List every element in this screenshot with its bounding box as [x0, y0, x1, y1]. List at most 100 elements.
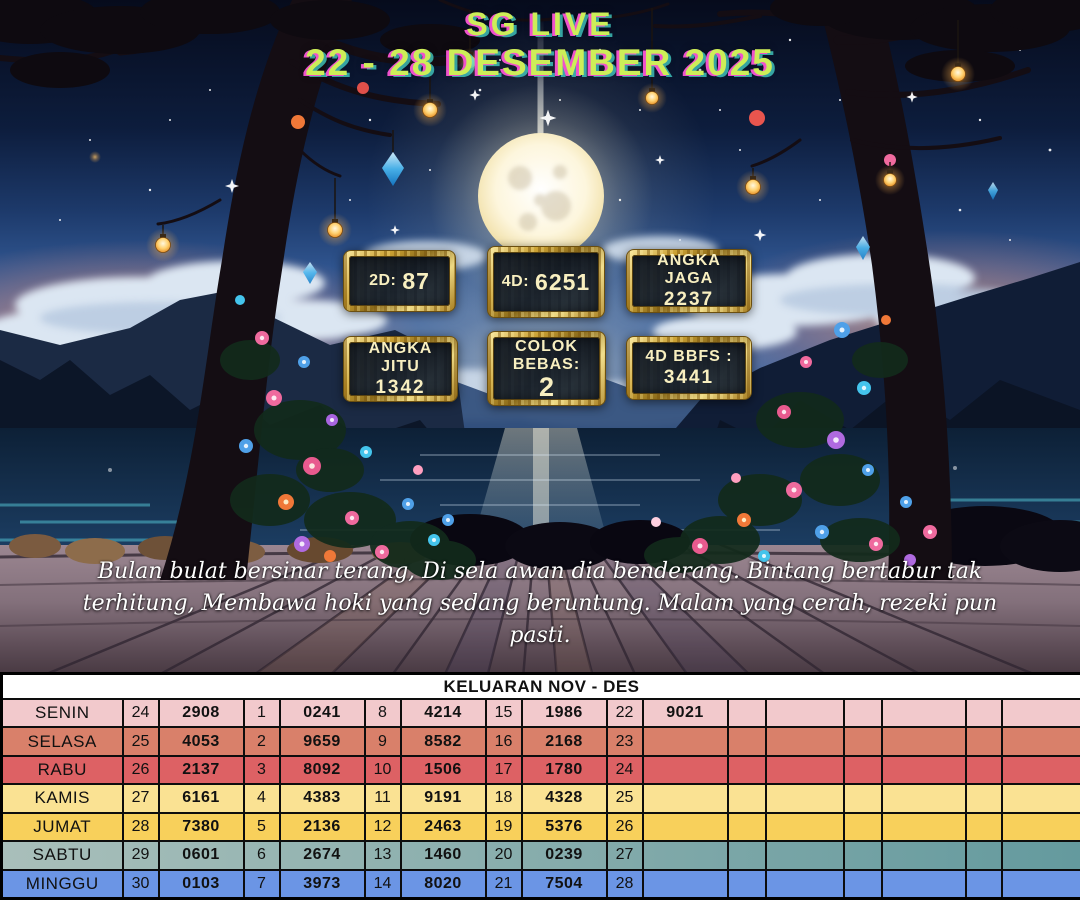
date-cell [964, 868, 1003, 900]
result-cell: 1986 [520, 697, 608, 729]
date-cell: 13 [363, 840, 402, 871]
date-cell: 9 [363, 726, 402, 757]
result-cell: 2908 [157, 697, 245, 729]
day-cell: SELASA [0, 726, 124, 757]
date-cell: 1 [242, 697, 281, 729]
result-cell [880, 868, 967, 900]
date-cell: 26 [121, 754, 160, 786]
result-cell [1000, 811, 1080, 843]
result-cell: 9021 [641, 697, 729, 729]
result-cell: 3973 [278, 868, 366, 900]
date-cell: 14 [363, 868, 402, 900]
keluaran-table-body: SENIN 24 2908 1 0241 8 4214 15 1986 22 9021 SELASA 2… [0, 697, 1080, 900]
prediction-4d-label: 4D: [501, 273, 530, 290]
angka-jitu-value: 1342 [375, 376, 426, 398]
page-title: SG LIVE [466, 6, 614, 42]
date-range: 22 - 28 DESEMBER 2025 [305, 41, 775, 83]
result-cell: 4383 [278, 783, 366, 814]
date-cell: 30 [121, 868, 160, 900]
hero-banner: SG LIVE 22 - 28 DESEMBER 2025 2D: 87 4D:… [0, 0, 1080, 672]
date-cell: 8 [363, 697, 402, 729]
result-cell [764, 811, 845, 843]
table-row-rabu: RABU 26 2137 3 8092 10 1506 17 1780 24 [0, 754, 1080, 786]
table-row-senin: SENIN 24 2908 1 0241 8 4214 15 1986 22 9021 [0, 697, 1080, 729]
result-cell: 9659 [278, 726, 366, 757]
result-cell: 8092 [278, 754, 366, 786]
date-cell [726, 840, 767, 871]
date-cell [964, 726, 1003, 757]
prediction-4d-bbfs: 4D BBFS : 3441 [626, 336, 752, 400]
prediction-2d-label: 2D: [369, 272, 397, 289]
day-cell: KAMIS [0, 783, 124, 814]
result-cell [641, 754, 729, 786]
date-cell: 21 [484, 868, 523, 900]
date-cell: 18 [484, 783, 523, 814]
result-cell [880, 754, 967, 786]
result-cell [641, 868, 729, 900]
angka-jaga-value: 2237 [663, 288, 715, 310]
date-cell: 23 [605, 726, 644, 757]
date-cell [726, 783, 767, 814]
result-cell [764, 754, 845, 786]
date-cell [842, 754, 883, 786]
date-cell [842, 840, 883, 871]
day-cell: SENIN [0, 697, 124, 729]
night-scene-illustration [0, 0, 1080, 672]
result-cell [1000, 697, 1080, 729]
table-title: KELUARAN NOV - DES [0, 672, 1080, 700]
date-cell: 5 [242, 811, 281, 843]
result-cell: 7380 [157, 811, 245, 843]
poem: Bulan bulat bersinar terang, Di sela awa… [0, 556, 1080, 652]
result-cell [641, 726, 729, 757]
result-cell: 1780 [520, 754, 608, 786]
table-row-kamis: KAMIS 27 6161 4 4383 11 9191 18 4328 25 [0, 783, 1080, 814]
result-cell: 7504 [520, 868, 608, 900]
result-cell: 2463 [399, 811, 487, 843]
date-cell: 22 [605, 697, 644, 729]
result-cell: 0601 [157, 840, 245, 871]
prediction-4d-value: 6251 [535, 268, 591, 295]
day-cell: RABU [0, 754, 124, 786]
day-cell: SABTU [0, 840, 124, 871]
poem-line-1: Bulan bulat bersinar terang, Di sela awa… [97, 559, 983, 584]
date-cell [842, 811, 883, 843]
bbfs-value: 3441 [663, 366, 715, 388]
date-cell: 24 [121, 697, 160, 729]
date-cell [964, 840, 1003, 871]
date-cell [842, 726, 883, 757]
poem-line-3: pasti. [509, 623, 571, 648]
date-cell [842, 783, 883, 814]
date-cell: 4 [242, 783, 281, 814]
date-cell [842, 697, 883, 729]
keluaran-table: KELUARAN NOV - DES SENIN 24 2908 1 0241 8 4214… [0, 672, 1080, 900]
result-cell: 4053 [157, 726, 245, 757]
date-cell [726, 868, 767, 900]
date-cell: 3 [242, 754, 281, 786]
date-cell: 25 [121, 726, 160, 757]
result-cell [880, 783, 967, 814]
date-cell: 7 [242, 868, 281, 900]
result-cell [880, 840, 967, 871]
date-cell [964, 754, 1003, 786]
date-cell: 28 [121, 811, 160, 843]
date-cell: 20 [484, 840, 523, 871]
result-cell [1000, 726, 1080, 757]
result-cell: 0239 [520, 840, 608, 871]
result-cell: 4214 [399, 697, 487, 729]
result-cell [764, 783, 845, 814]
colok-bebas-label: COLOK BEBAS: [512, 337, 581, 373]
date-cell [842, 868, 883, 900]
prediction-angka-jitu: ANGKA JITU 1342 [343, 336, 458, 402]
angka-jaga-label: ANGKA JAGA [657, 251, 721, 287]
date-cell: 16 [484, 726, 523, 757]
result-cell: 2168 [520, 726, 608, 757]
date-cell [726, 697, 767, 729]
result-cell [764, 840, 845, 871]
day-cell: JUMAT [0, 811, 124, 843]
result-cell [880, 726, 967, 757]
table-row-jumat: JUMAT 28 7380 5 2136 12 2463 19 5376 26 [0, 811, 1080, 843]
result-cell: 0241 [278, 697, 366, 729]
date-cell: 11 [363, 783, 402, 814]
result-cell: 1506 [399, 754, 487, 786]
